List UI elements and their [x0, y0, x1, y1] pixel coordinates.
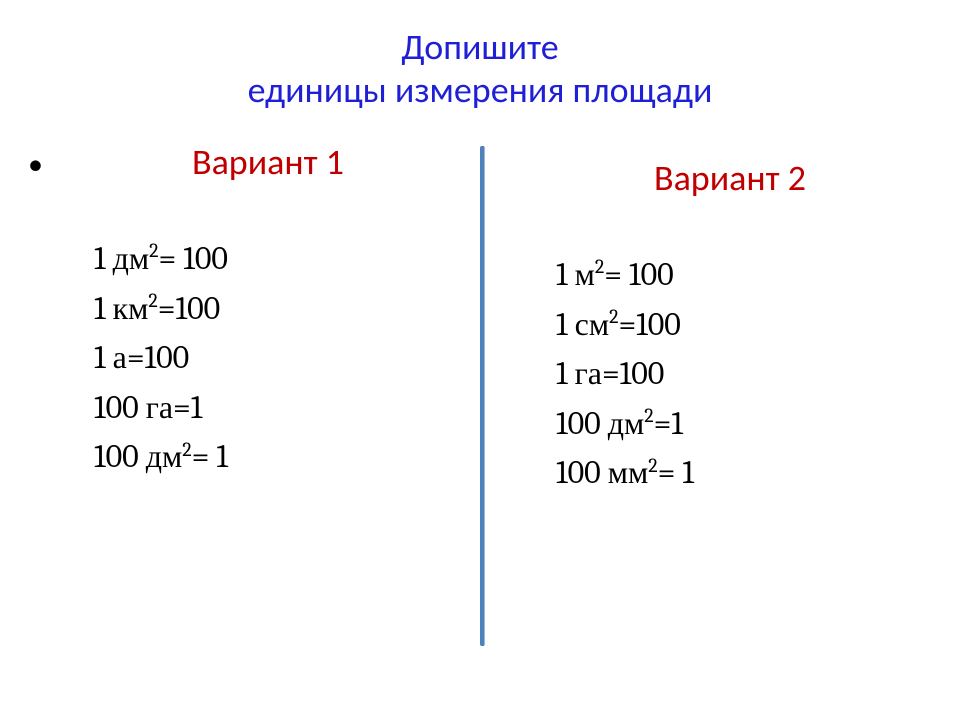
- list-item: 1 км2=100: [94, 284, 488, 334]
- bullet-dot: •: [28, 150, 43, 180]
- list-item: 1 га=100: [556, 349, 950, 399]
- row-sup: 2: [182, 438, 191, 461]
- row-text: 1 дм: [94, 240, 149, 277]
- list-item: 1 дм2= 100: [94, 234, 488, 284]
- row-sup: 2: [644, 404, 653, 427]
- row-suffix: = 1: [658, 454, 694, 491]
- list-item: 100 га=1: [94, 383, 488, 433]
- title-line-1: Допишите: [401, 25, 558, 69]
- variant-2-heading: Вариант 2: [510, 156, 950, 200]
- row-sup: 2: [148, 289, 157, 312]
- list-item: 100 дм2=1: [556, 399, 950, 449]
- list-item: 1 см2=100: [556, 300, 950, 350]
- row-sup: 2: [595, 255, 604, 278]
- variant-1-heading: Вариант 1: [48, 140, 488, 184]
- row-text: 100 дм: [556, 405, 644, 442]
- row-text: 1 га=100: [556, 355, 664, 392]
- vertical-divider: [480, 146, 485, 646]
- title-line-2: единицы измерения площади: [248, 68, 713, 112]
- variant-2-list: 1 м2= 100 1 см2=100 1 га=100 100 дм2=1 1…: [556, 250, 950, 498]
- row-sup: 2: [149, 239, 158, 262]
- row-suffix: = 100: [604, 256, 673, 293]
- list-item: 1 м2= 100: [556, 250, 950, 300]
- list-item: 1 а=100: [94, 333, 488, 383]
- row-text: 100 мм: [556, 454, 648, 491]
- row-text: 1 км: [94, 290, 148, 327]
- row-text: 1 а=100: [94, 339, 189, 376]
- row-suffix: =100: [158, 290, 220, 327]
- row-sup: 2: [609, 305, 618, 328]
- row-text: 1 см: [556, 306, 609, 343]
- list-item: 100 дм2= 1: [94, 432, 488, 482]
- variant-1-list: 1 дм2= 100 1 км2=100 1 а=100 100 га=1 10…: [94, 234, 488, 482]
- row-text: 1 м: [556, 256, 595, 293]
- column-variant-1: Вариант 1 1 дм2= 100 1 км2=100 1 а=100 1…: [48, 140, 488, 482]
- slide: Допишите единицы измерения площади • Вар…: [0, 0, 960, 720]
- row-suffix: =1: [654, 405, 683, 442]
- row-suffix: = 100: [159, 240, 228, 277]
- row-text: 100 дм: [94, 438, 182, 475]
- row-text: 100 га=1: [94, 389, 202, 426]
- list-item: 100 мм2= 1: [556, 448, 950, 498]
- row-sup: 2: [648, 454, 657, 477]
- column-variant-2: Вариант 2 1 м2= 100 1 см2=100 1 га=100 1…: [510, 156, 950, 498]
- row-suffix: = 1: [192, 438, 228, 475]
- slide-title: Допишите единицы измерения площади: [0, 26, 960, 112]
- row-suffix: =100: [618, 306, 680, 343]
